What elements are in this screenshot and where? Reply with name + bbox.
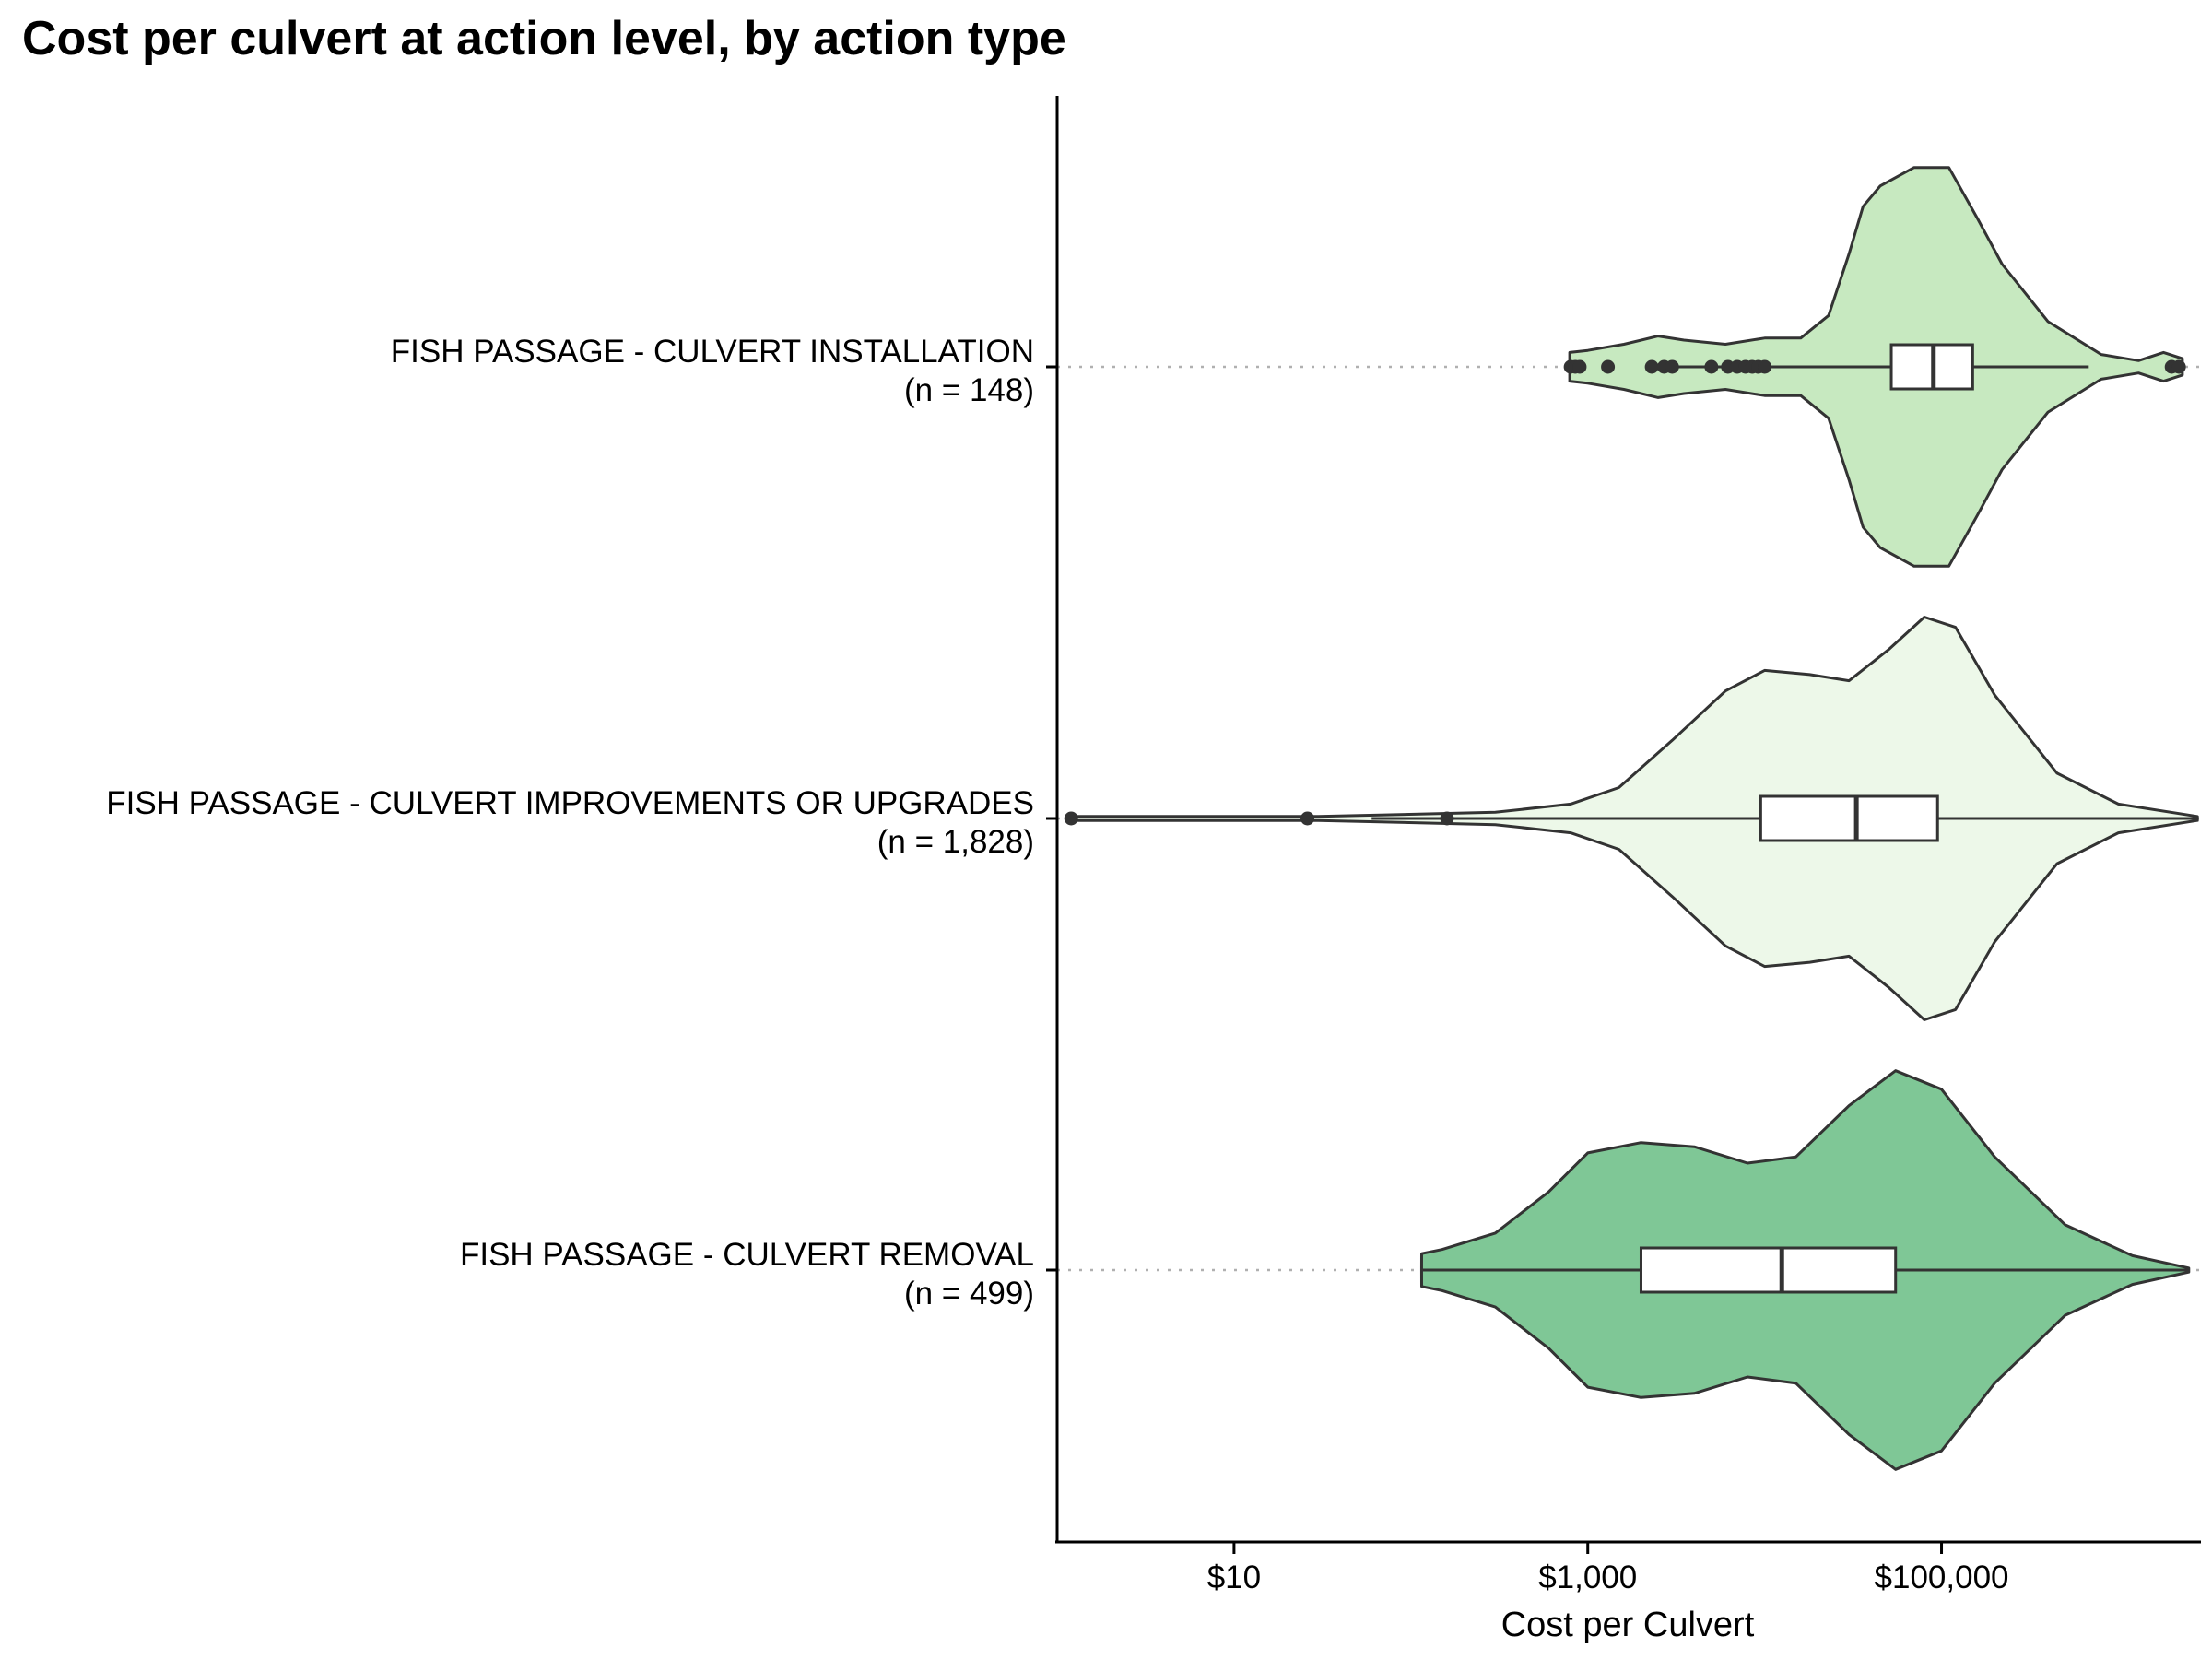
outlier-points [1064,359,2186,826]
outlier-point [1758,359,1772,374]
outlier-point [1440,811,1454,826]
outlier-point [1064,811,1078,826]
box [1639,1246,1898,1294]
category-count-label: (n = 148) [904,372,1034,408]
outlier-point [1300,811,1315,826]
category-count-label: (n = 499) [904,1276,1034,1312]
chart-title: Cost per culvert at action level, by act… [22,12,1066,65]
x-tick-label: $1,000 [1538,1559,1637,1595]
category-labels: FISH PASSAGE - CULVERT INSTALLATION(n = … [106,334,1057,1312]
category-label: FISH PASSAGE - CULVERT IMPROVEMENTS OR U… [106,785,1034,821]
category-count-label: (n = 1,828) [877,824,1034,860]
x-tick-label: $100,000 [1875,1559,2009,1595]
x-tick-label: $10 [1207,1559,1261,1595]
outlier-point [1572,359,1587,374]
category-label: FISH PASSAGE - CULVERT REMOVAL [460,1237,1034,1273]
x-axis-title: Cost per Culvert [1501,1606,1755,1644]
outlier-point [1665,359,1679,374]
outlier-point [1704,359,1719,374]
x-axis-ticks: $10 $1,000 $100,000 [1207,1542,2009,1595]
boxplots [1371,343,2198,1294]
outlier-point [1644,359,1659,374]
outlier-point [2171,359,2186,374]
category-label: FISH PASSAGE - CULVERT INSTALLATION [391,334,1034,370]
box [1759,794,1939,842]
outlier-point [1601,359,1616,374]
